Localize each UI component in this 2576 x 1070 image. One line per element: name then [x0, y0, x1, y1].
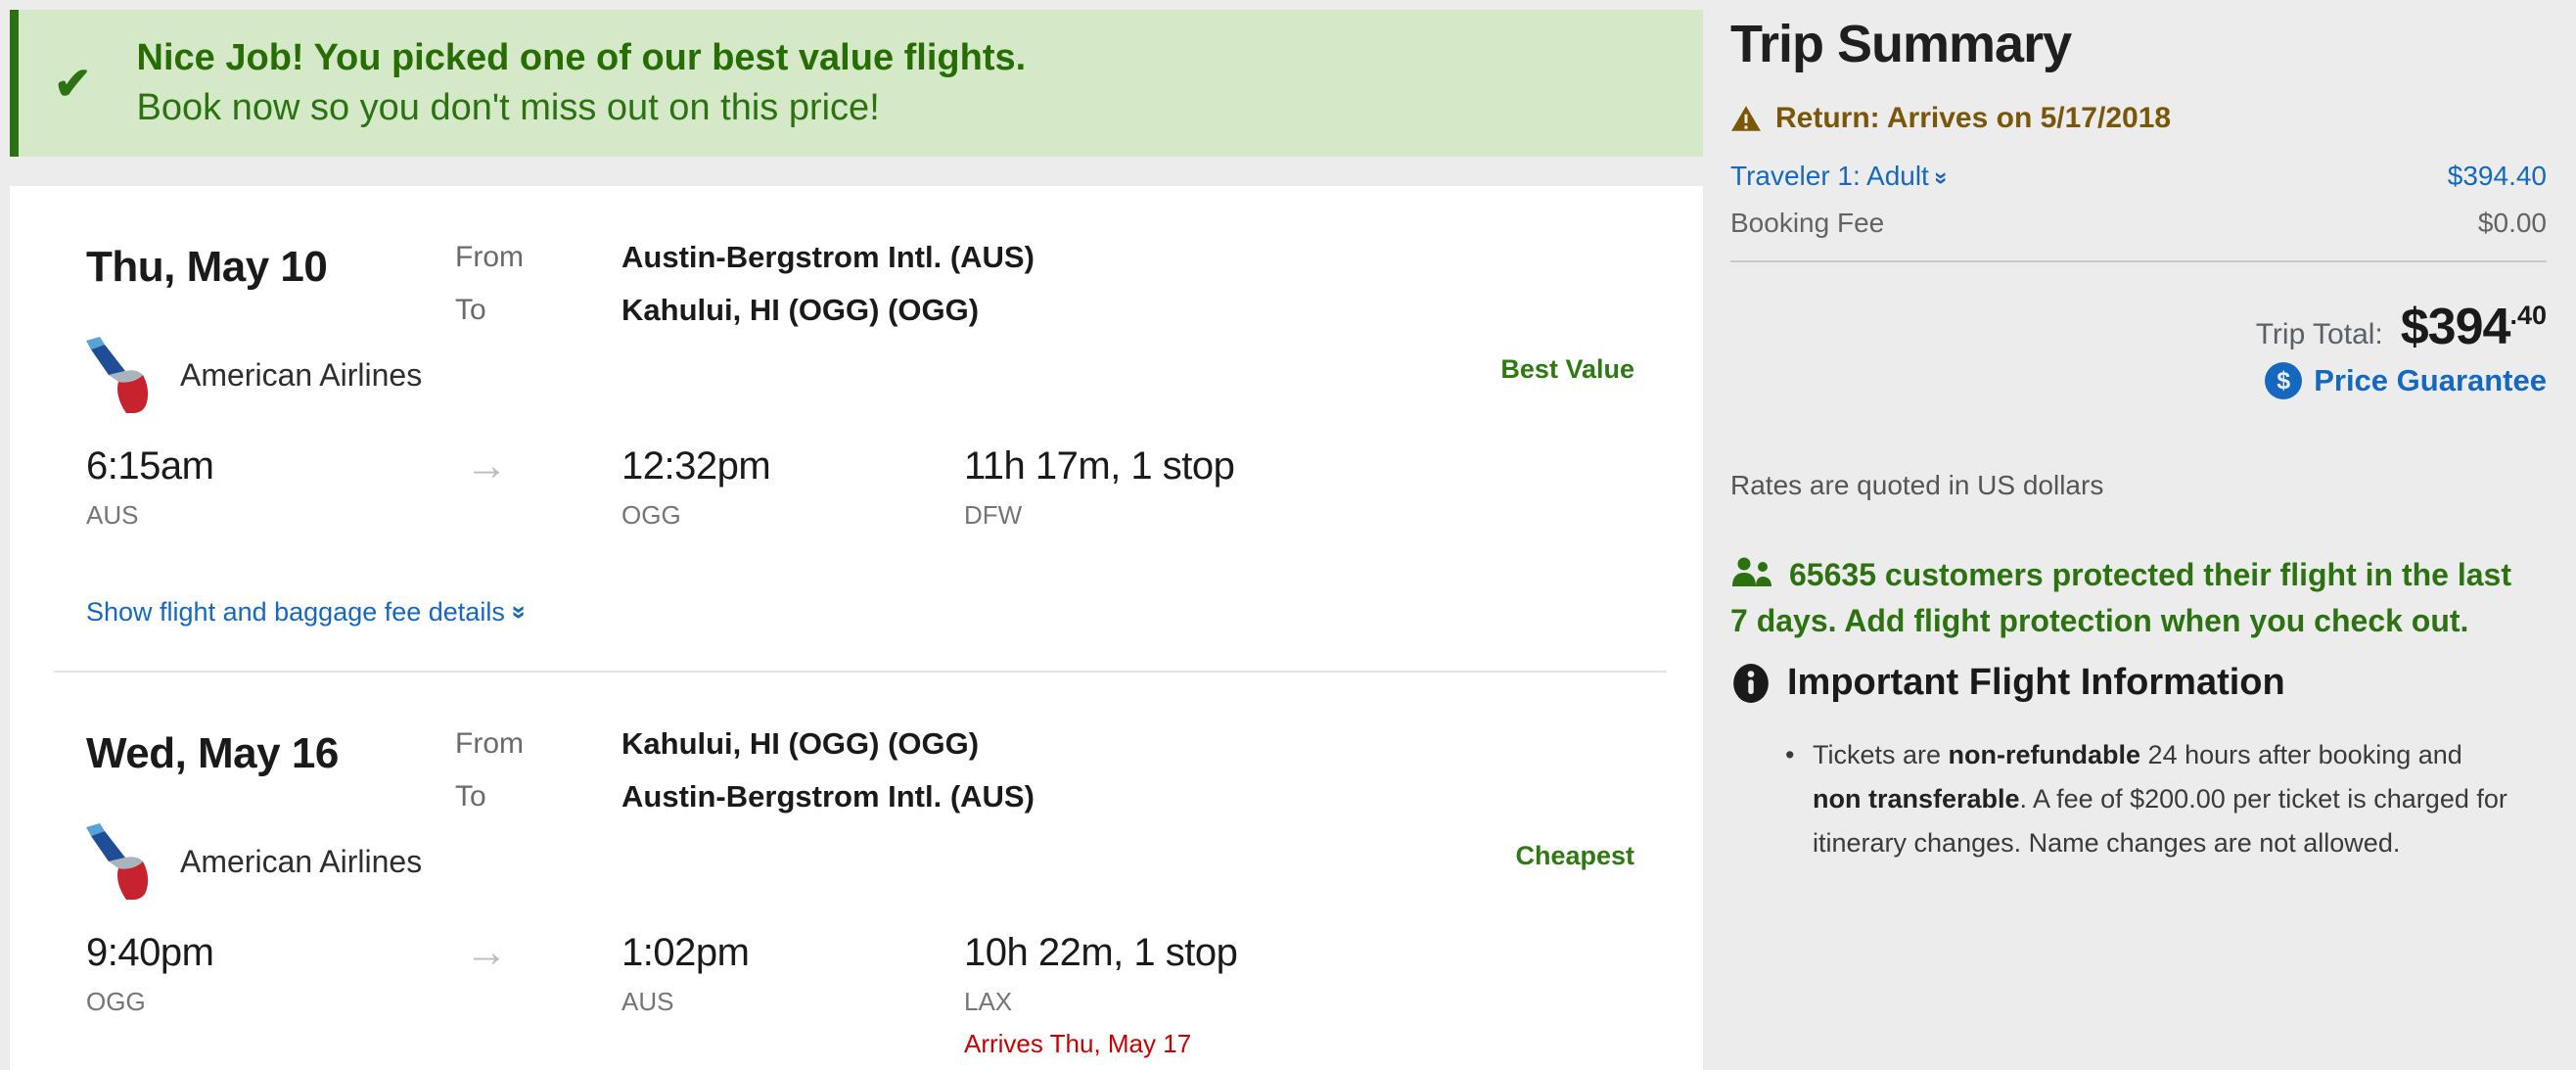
best-value-badge: Best Value: [1500, 354, 1634, 384]
protection-message-text: 65635 customers protected their flight i…: [1730, 557, 2511, 638]
protection-message: 65635 customers protected their flight i…: [1730, 552, 2547, 644]
best-value-banner: ✔ Nice Job! You picked one of our best v…: [10, 10, 1703, 157]
arrive-code: OGG: [621, 500, 681, 530]
codes-row: AUS OGG DFW: [86, 500, 1634, 531]
booking-fee-row: Booking Fee $0.00: [1730, 208, 2547, 239]
to-airport: Kahului, HI (OGG) (OGG): [621, 293, 980, 327]
flight-date: Wed, May 16: [86, 729, 339, 777]
itinerary-card: Thu, May 10 From Austin-Bergstrom Intl. …: [10, 186, 1703, 1070]
chevron-double-down-icon: »: [505, 605, 535, 620]
arrival-warning: Arrives Thu, May 17: [964, 1029, 1192, 1058]
airline-row: American Airlines Best Value: [86, 335, 1634, 415]
booking-fee-label: Booking Fee: [1730, 208, 1885, 238]
return-flight: Wed, May 16 From Kahului, HI (OGG) (OGG)…: [86, 725, 1634, 1059]
info-text-bold: non transferable: [1813, 784, 2020, 814]
details-row: Show flight and baggage fee details»: [86, 597, 1634, 628]
info-icon: [1733, 663, 1769, 703]
info-text-bold: non-refundable: [1948, 740, 2141, 769]
rates-note: Rates are quoted in US dollars: [1730, 470, 2104, 500]
important-flight-information-title: Important Flight Information: [1787, 662, 2285, 703]
trip-summary-title: Trip Summary: [1730, 15, 2072, 73]
to-label: To: [455, 294, 486, 326]
trip-summary-panel: Trip Summary Return: Arrives on 5/17/201…: [1703, 0, 2576, 1070]
trip-total: Trip Total: $394.40: [1730, 298, 2547, 356]
depart-time: 9:40pm: [86, 931, 214, 974]
cheapest-badge: Cheapest: [1515, 841, 1634, 870]
warning-icon: [1731, 106, 1761, 131]
info-text: . A fee of $200.00 per ticket is charged…: [1813, 784, 2507, 858]
trip-total-label: Trip Total:: [2255, 318, 2383, 350]
codes-row: OGG AUS LAX Arrives Thu, May 17: [86, 987, 1634, 1059]
price-guarantee-label: Price Guarantee: [2314, 363, 2547, 397]
arrive-time: 12:32pm: [621, 444, 771, 488]
duration-stops: 10h 22m, 1 stop: [964, 931, 1238, 974]
dollar-icon: $: [2265, 362, 2303, 399]
outbound-flight-header: Thu, May 10 From Austin-Bergstrom Intl. …: [86, 239, 1634, 329]
price-guarantee-link[interactable]: $ Price Guarantee: [1730, 362, 2547, 399]
info-text: Tickets are: [1813, 740, 1949, 769]
airline-row: American Airlines Cheapest: [86, 821, 1634, 902]
outbound-flight: Thu, May 10 From Austin-Bergstrom Intl. …: [86, 239, 1634, 628]
traveler-label: Traveler 1: Adult: [1730, 161, 1929, 191]
to-airport: Austin-Bergstrom Intl. (AUS): [621, 779, 1035, 814]
from-label: From: [455, 727, 524, 760]
flight-info-list: Tickets are non-refundable 24 hours afte…: [1730, 733, 2547, 865]
return-flight-header: Wed, May 16 From Kahului, HI (OGG) (OGG)…: [86, 725, 1634, 815]
duration-stops: 11h 17m, 1 stop: [964, 444, 1235, 488]
banner-subtitle: Book now so you don't miss out on this p…: [136, 87, 880, 128]
booking-fee-value: $0.00: [2477, 208, 2547, 238]
arrow-right-icon: →: [465, 442, 508, 489]
return-warning: Return: Arrives on 5/17/2018: [1730, 102, 2547, 135]
banner-text: Nice Job! You picked one of our best val…: [137, 37, 1027, 129]
airline-name: American Airlines: [180, 356, 423, 393]
banner-title: Nice Job! You picked one of our best val…: [136, 37, 1027, 78]
arrive-code: AUS: [621, 987, 674, 1016]
arrow-right-icon: →: [465, 928, 508, 976]
american-airlines-logo-icon: [86, 337, 149, 413]
stop-code: DFW: [964, 500, 1023, 530]
from-airport: Kahului, HI (OGG) (OGG): [621, 726, 980, 761]
to-label: To: [455, 780, 486, 813]
times-row: 9:40pm → 1:02pm 10h 22m, 1 stop: [86, 931, 1634, 975]
traveler-price: $394.40: [2447, 161, 2547, 191]
traveler-row: Traveler 1: Adult» $394.40: [1730, 161, 2547, 192]
american-airlines-logo-icon: [86, 823, 149, 900]
flight-date: Thu, May 10: [86, 243, 328, 291]
show-details-label: Show flight and baggage fee details: [86, 597, 505, 627]
flight-info-item: Tickets are non-refundable 24 hours afte…: [1785, 733, 2513, 865]
people-icon: [1732, 557, 1771, 586]
flight-divider: [54, 671, 1667, 673]
important-flight-information-heading: Important Flight Information: [1730, 662, 2547, 704]
trip-total-cents: .40: [2509, 301, 2547, 330]
info-text: 24 hours after booking and: [2140, 740, 2462, 769]
check-icon: ✔: [54, 58, 92, 109]
left-column: ✔ Nice Job! You picked one of our best v…: [10, 0, 1703, 1070]
depart-code: OGG: [86, 987, 146, 1016]
traveler-toggle[interactable]: Traveler 1: Adult»: [1730, 161, 1955, 192]
from-airport: Austin-Bergstrom Intl. (AUS): [621, 240, 1035, 274]
return-warning-text: Return: Arrives on 5/17/2018: [1775, 102, 2172, 134]
show-details-link[interactable]: Show flight and baggage fee details»: [86, 597, 535, 627]
times-row: 6:15am → 12:32pm 11h 17m, 1 stop: [86, 444, 1634, 488]
arrive-time: 1:02pm: [621, 931, 750, 974]
depart-time: 6:15am: [86, 444, 214, 488]
airline-name: American Airlines: [180, 843, 423, 879]
stop-code: LAX: [964, 987, 1013, 1016]
summary-divider: [1730, 260, 2547, 262]
chevron-double-down-icon: »: [1928, 171, 1955, 185]
stop-cell: LAX Arrives Thu, May 17: [964, 987, 1634, 1059]
from-label: From: [455, 241, 524, 273]
trip-total-dollars: $394: [2400, 299, 2511, 355]
depart-code: AUS: [86, 500, 139, 530]
